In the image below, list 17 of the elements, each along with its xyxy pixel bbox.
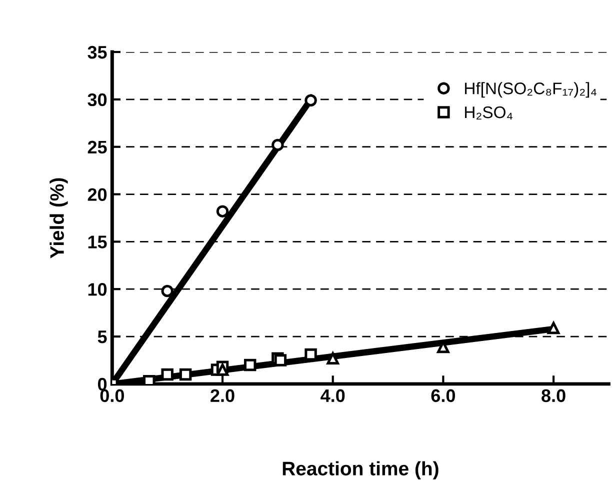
x-tick-label: 0.0 bbox=[100, 389, 124, 402]
y-tick-label: 35 bbox=[88, 46, 107, 59]
y-tick-label: 10 bbox=[88, 283, 107, 296]
x-tick-label: 6.0 bbox=[431, 389, 456, 402]
x-tick-label: 4.0 bbox=[320, 389, 345, 402]
legend-label: H₂SO₄ bbox=[465, 106, 512, 120]
y-tick-label: 20 bbox=[88, 188, 107, 201]
y-tick-label: 0 bbox=[98, 378, 107, 391]
y-tick-label: 15 bbox=[88, 236, 107, 248]
y-tick-label: 25 bbox=[88, 140, 107, 154]
legend-label: Hf[N(SO₂C₈F₁₇)₂]₄ bbox=[465, 82, 596, 98]
y-axis-title: Yield (%) bbox=[50, 178, 68, 258]
y-tick-label: 5 bbox=[98, 330, 107, 344]
x-axis-title: Reaction time (h) bbox=[282, 461, 438, 480]
x-tick-label: 8.0 bbox=[542, 389, 566, 402]
y-tick-label: 30 bbox=[88, 93, 107, 106]
x-tick-label: 2.0 bbox=[210, 389, 234, 402]
